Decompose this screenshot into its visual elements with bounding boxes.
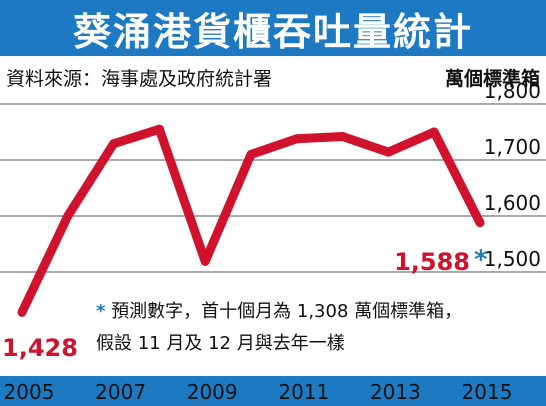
unit-label: 萬個標準箱 (444, 68, 540, 90)
y-tick-label: 1,800 (484, 79, 541, 103)
forecast-note-line-1: * 預測數字，首十個月為 1,308 萬個標準箱， (96, 296, 462, 328)
data-label: 1,428 (2, 334, 78, 362)
y-tick-label: 1,700 (484, 135, 541, 159)
data-point (246, 149, 256, 159)
asterisk-icon: * (474, 245, 488, 275)
forecast-note-text-1: 預測數字，首十個月為 1,308 萬個標準箱， (111, 301, 463, 322)
gridlines (0, 103, 546, 273)
data-points (17, 124, 485, 317)
chart-title: 葵涌港貨櫃吞吐量統計 (72, 9, 473, 54)
x-tick-label: 2015 (462, 380, 513, 404)
asterisk-icon: * (96, 301, 106, 322)
x-tick-label: 2013 (370, 380, 421, 404)
y-tick-label: 1,500 (484, 247, 541, 271)
data-label: 1,588 (394, 248, 470, 276)
x-tick-label: 2007 (95, 380, 146, 404)
x-tick-label: 2005 (4, 380, 55, 404)
y-tick-labels: 1,800 1,700 1,600 1,500 (484, 79, 541, 271)
data-point (109, 139, 119, 149)
forecast-note-text-2: 假設 11 月及 12 月與去年一樣 (96, 333, 345, 354)
data-point (292, 134, 302, 144)
source-text: 資料來源：海事處及政府統計署 (6, 68, 273, 90)
x-tick-label: 2011 (278, 380, 329, 404)
data-point (429, 127, 439, 137)
forecast-note-line-2: 假設 11 月及 12 月與去年一樣 (96, 328, 462, 360)
x-tick-label: 2009 (187, 380, 238, 404)
x-tick-labels: 2005 2007 2009 2011 2013 2015 (4, 380, 513, 404)
data-point (63, 211, 73, 221)
data-point (383, 147, 393, 157)
data-point (154, 124, 164, 134)
x-axis-bar: 2005 2007 2009 2011 2013 2015 (0, 376, 546, 406)
data-point (338, 131, 348, 141)
y-tick-label: 1,600 (484, 191, 541, 215)
data-point (200, 256, 210, 266)
data-point (475, 218, 485, 228)
forecast-note: * 預測數字，首十個月為 1,308 萬個標準箱， 假設 11 月及 12 月與… (92, 296, 467, 360)
title-bar: 葵涌港貨櫃吞吐量統計 (0, 0, 546, 56)
data-point (17, 307, 27, 317)
